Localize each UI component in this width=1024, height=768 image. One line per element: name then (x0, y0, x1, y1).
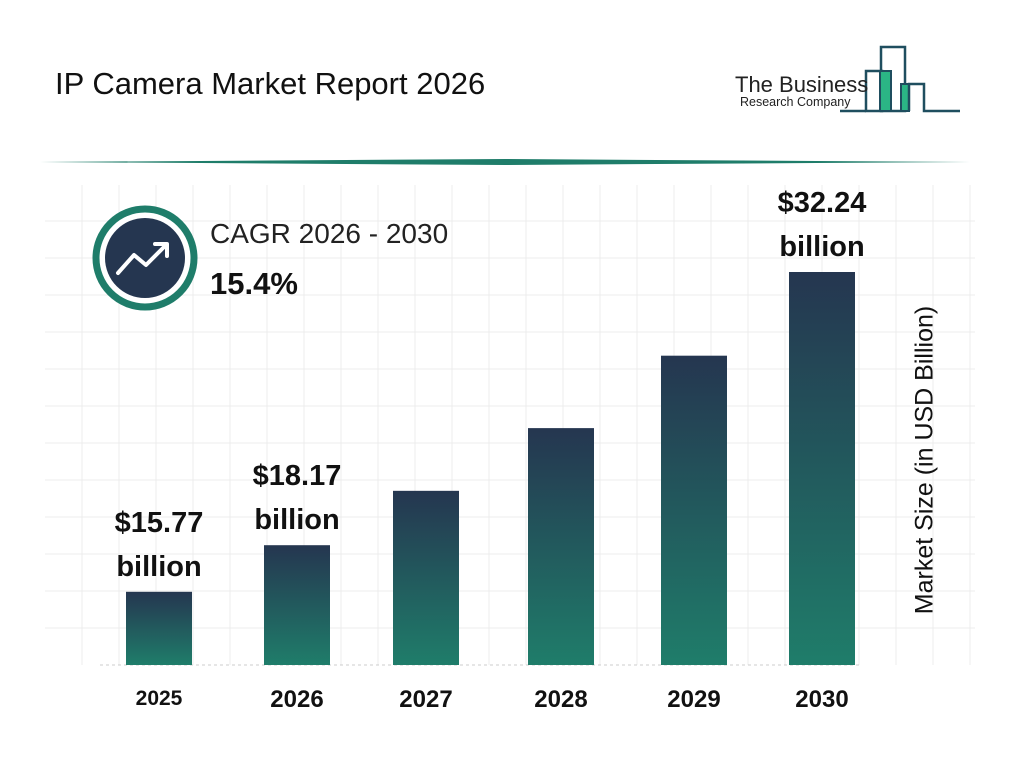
bar-2025 (126, 591, 192, 665)
x-tick-label: 2030 (795, 686, 848, 713)
y-axis-label: Market Size (in USD Billion) (910, 305, 939, 615)
cagr-value: 15.4% (210, 266, 298, 301)
page-title: IP Camera Market Report 2026 (55, 66, 486, 101)
x-tick-label: 2027 (399, 686, 452, 713)
x-tick-label: 2025 (136, 687, 183, 710)
bar-2030 (789, 272, 855, 665)
data-label-unit: billion (779, 231, 864, 263)
x-tick-label: 2026 (270, 686, 323, 713)
data-label-value: $18.17 (253, 460, 342, 492)
trending-up-icon (116, 242, 169, 275)
logo-graphic (840, 45, 960, 113)
data-label-unit: billion (116, 551, 201, 583)
cagr-badge (92, 205, 198, 311)
bar-2029 (661, 355, 727, 665)
data-label-value: $32.24 (778, 187, 867, 219)
header-divider (40, 159, 970, 165)
bar-2027 (393, 490, 459, 665)
x-tick-label: 2028 (534, 686, 587, 713)
bar-2028 (528, 428, 594, 665)
bar-2026 (264, 545, 330, 665)
data-label-value: $15.77 (115, 507, 204, 539)
logo-text: The Business (735, 72, 869, 97)
data-label-unit: billion (254, 504, 339, 536)
cagr-label: CAGR 2026 - 2030 (210, 218, 449, 249)
x-tick-label: 2029 (667, 686, 720, 713)
logo-subtext: Research Company (740, 95, 851, 109)
